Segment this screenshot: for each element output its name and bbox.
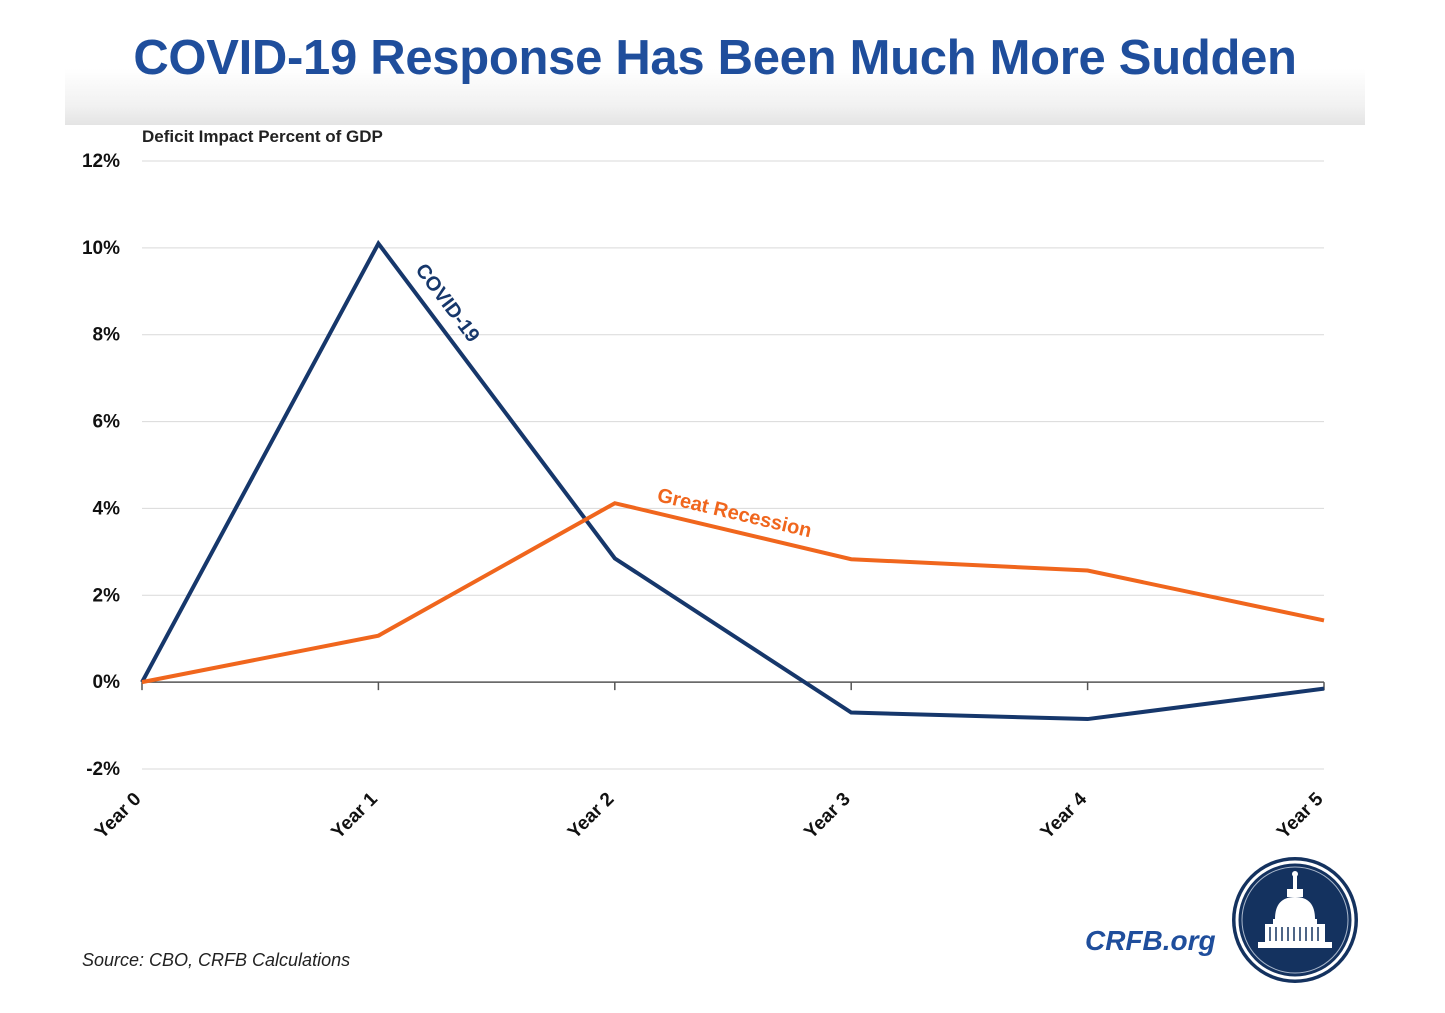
y-tick-label: 12% [82,151,120,172]
x-tick-label: Year 3 [800,789,854,843]
x-tick-label: Year 5 [1273,788,1328,843]
x-tick-label: Year 1 [327,788,382,843]
series-label-great-recession: Great Recession [655,484,814,542]
capitol-logo-icon [1232,857,1358,983]
brand-link[interactable]: CRFB.org [1085,925,1216,956]
title-band: COVID-19 Response Has Been Much More Sud… [65,0,1365,125]
x-tick-label: Year 4 [1037,788,1092,843]
y-tick-label: 4% [93,498,121,519]
y-tick-label: 0% [93,672,121,693]
x-tick-label: Year 0 [91,789,145,843]
series-line-covid-19 [140,239,1325,722]
y-tick-label: 10% [82,238,120,259]
source-note: Source: CBO, CRFB Calculations [82,950,351,970]
page-title: COVID-19 Response Has Been Much More Sud… [133,31,1297,85]
y-tick-label: 8% [93,325,121,346]
x-tick-label: Year 2 [564,789,618,843]
y-tick-label: 2% [93,585,121,606]
series-line-great-recession [141,501,1325,685]
y-tick-label: 6% [93,412,121,433]
y-axis-title: Deficit Impact Percent of GDP [142,127,383,146]
y-tick-label: -2% [86,759,120,780]
